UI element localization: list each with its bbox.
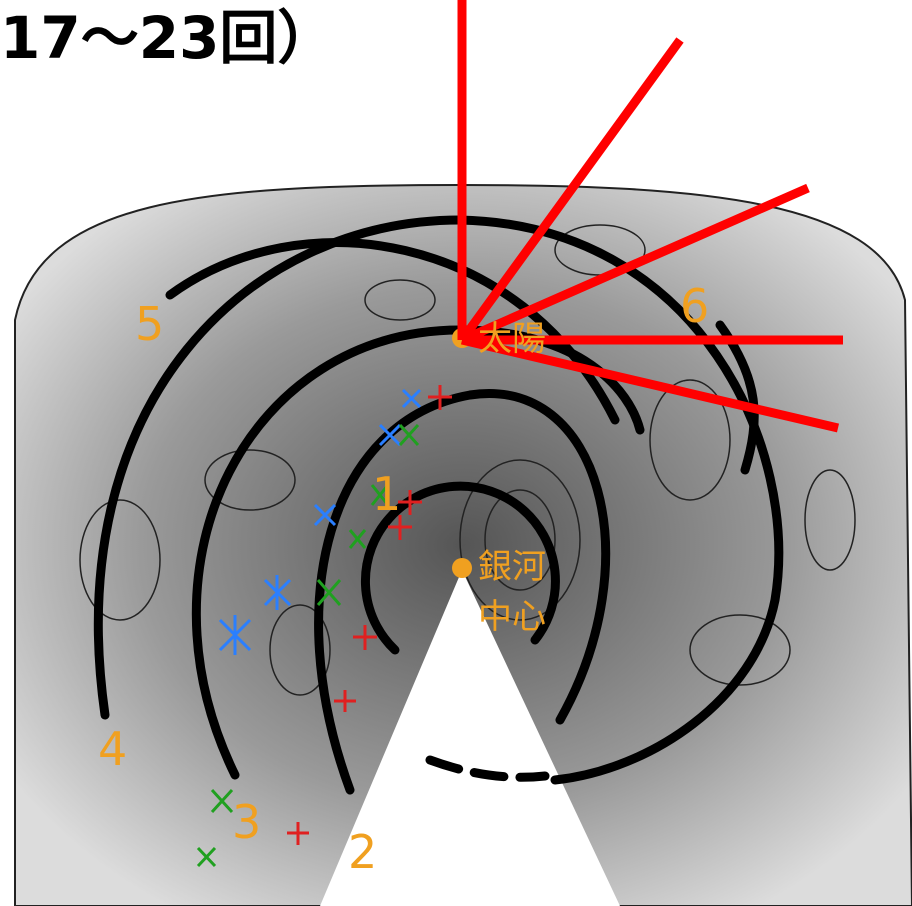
center-label: 銀河: [478, 547, 546, 587]
galaxy-diagram: 17〜23回） 5 6 4 3 2 1 太陽 銀河 中心: [0, 0, 912, 906]
arm-label: 4: [98, 722, 127, 776]
title: 17〜23回）: [0, 4, 335, 72]
sun-label: 太陽: [478, 319, 546, 359]
arm-label: 5: [135, 297, 164, 351]
center-label: 中心: [478, 597, 546, 637]
arm-label: 3: [232, 795, 261, 849]
arm-label: 6: [680, 279, 709, 333]
arm-label: 2: [348, 825, 377, 879]
arm-label: 1: [372, 467, 401, 521]
